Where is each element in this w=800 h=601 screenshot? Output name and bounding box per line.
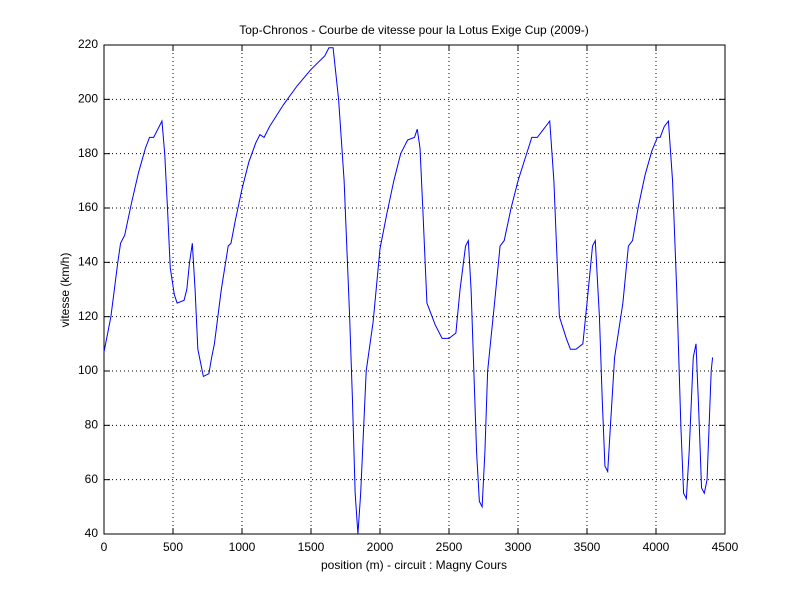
y-tick-label: 100: [78, 363, 98, 377]
x-tick-label: 4500: [712, 540, 739, 554]
x-tick-label: 500: [163, 540, 183, 554]
y-tick-label: 160: [78, 200, 98, 214]
y-axis-label: vitesse (km/h): [58, 253, 72, 328]
y-tick-label: 40: [85, 526, 99, 540]
y-tick-label: 180: [78, 146, 98, 160]
x-tick-label: 0: [101, 540, 108, 554]
x-axis-label: position (m) - circuit : Magny Cours: [321, 558, 507, 572]
y-tick-label: 140: [78, 255, 98, 269]
data-line: [103, 47, 714, 535]
y-tick-label: 60: [85, 472, 99, 486]
x-tick-label: 4000: [643, 540, 670, 554]
axes-box: [103, 44, 726, 535]
y-tick-label: 120: [78, 309, 98, 323]
y-tick-label: 200: [78, 92, 98, 106]
y-tick-label: 220: [78, 37, 98, 51]
x-tick-label: 3000: [505, 540, 532, 554]
chart-title: Top-Chronos - Courbe de vitesse pour la …: [239, 23, 589, 37]
x-tick-label: 1000: [229, 540, 256, 554]
x-tick-label: 2500: [436, 540, 463, 554]
x-tick-label: 3500: [574, 540, 601, 554]
x-tick-label: 2000: [367, 540, 394, 554]
y-tick-label: 80: [85, 418, 99, 432]
x-tick-label: 1500: [298, 540, 325, 554]
